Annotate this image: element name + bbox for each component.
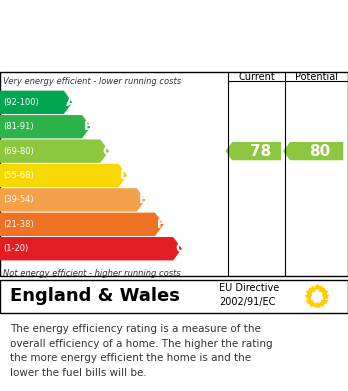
Text: (1-20): (1-20) xyxy=(3,244,29,253)
Text: (69-80): (69-80) xyxy=(3,147,34,156)
Polygon shape xyxy=(0,91,72,114)
Text: D: D xyxy=(120,169,130,182)
Polygon shape xyxy=(0,140,109,163)
Text: Very energy efficient - lower running costs: Very energy efficient - lower running co… xyxy=(3,77,182,86)
Text: Current: Current xyxy=(238,72,275,82)
Text: (55-68): (55-68) xyxy=(3,171,34,180)
Text: The energy efficiency rating is a measure of the
overall efficiency of a home. T: The energy efficiency rating is a measur… xyxy=(10,324,273,378)
Text: Potential: Potential xyxy=(295,72,338,82)
Text: 78: 78 xyxy=(250,143,271,159)
Polygon shape xyxy=(0,213,164,236)
Text: E: E xyxy=(139,194,147,206)
Text: Energy Efficiency Rating: Energy Efficiency Rating xyxy=(10,45,239,63)
Text: G: G xyxy=(175,242,185,255)
Polygon shape xyxy=(225,142,281,160)
Polygon shape xyxy=(0,164,127,187)
Text: (21-38): (21-38) xyxy=(3,220,34,229)
Polygon shape xyxy=(283,142,343,160)
Text: Not energy efficient - higher running costs: Not energy efficient - higher running co… xyxy=(3,269,181,278)
Text: C: C xyxy=(102,145,111,158)
Polygon shape xyxy=(0,115,91,138)
Text: 80: 80 xyxy=(309,143,331,159)
Text: A: A xyxy=(65,96,75,109)
Text: (81-91): (81-91) xyxy=(3,122,34,131)
Text: F: F xyxy=(157,218,165,231)
Text: England & Wales: England & Wales xyxy=(10,287,180,305)
Polygon shape xyxy=(0,237,182,260)
Text: (39-54): (39-54) xyxy=(3,196,34,204)
Text: EU Directive
2002/91/EC: EU Directive 2002/91/EC xyxy=(219,283,279,307)
Polygon shape xyxy=(0,188,145,212)
Text: B: B xyxy=(84,120,93,133)
Text: (92-100): (92-100) xyxy=(3,98,39,107)
